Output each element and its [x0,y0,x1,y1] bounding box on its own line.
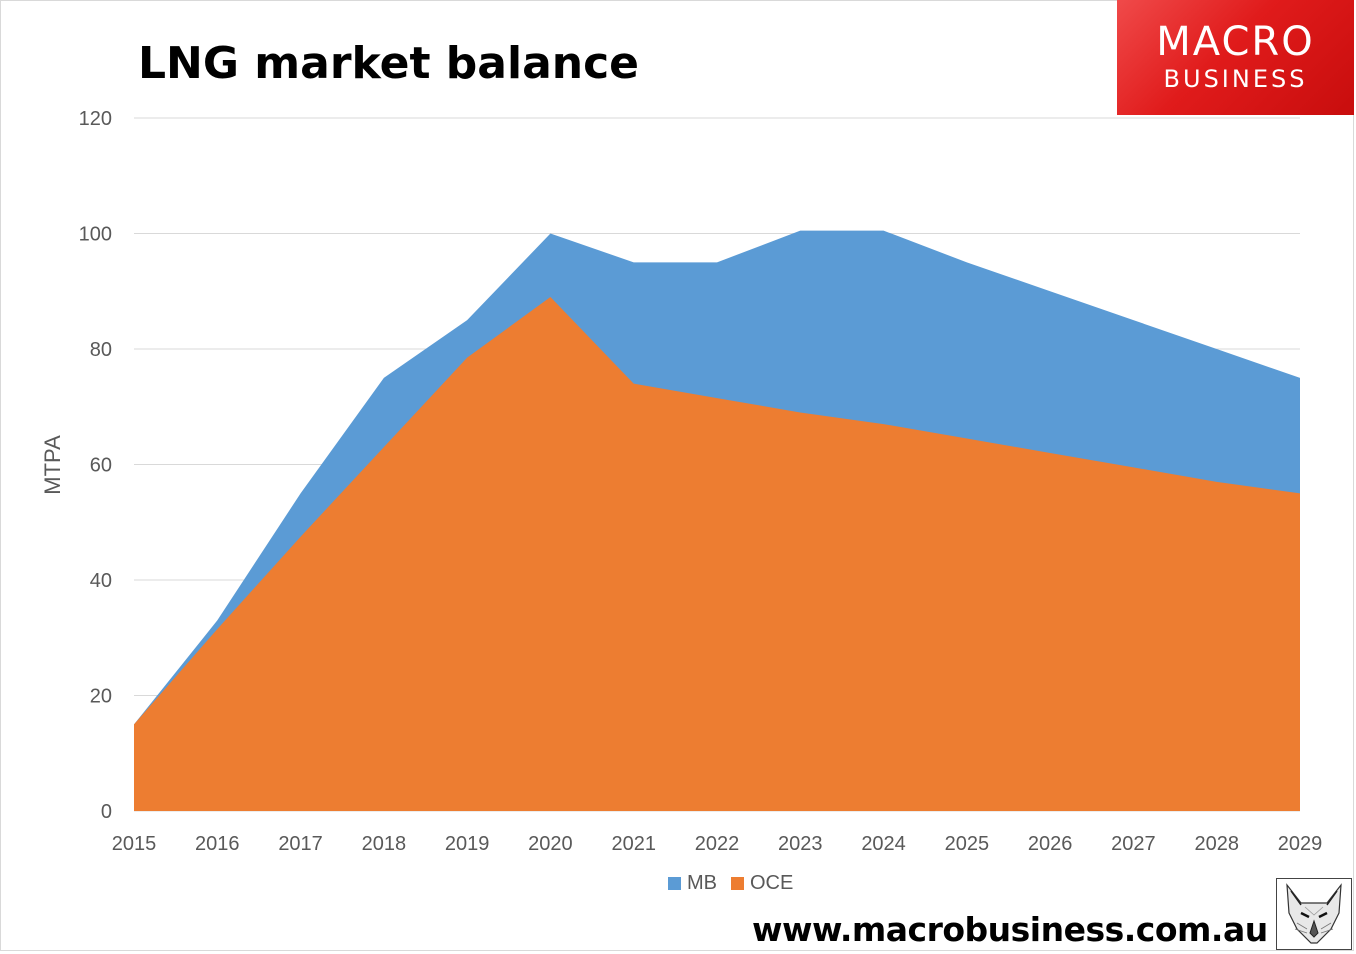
x-tick-label: 2024 [861,833,906,855]
legend-swatch-oce [731,877,744,890]
logo-line-2: BUSINESS [1163,65,1308,93]
legend-label-mb: MB [687,872,717,894]
x-tick-label: 2016 [195,833,240,855]
y-tick-label: 80 [90,339,112,361]
legend-item-oce: OCE [731,872,793,895]
x-tick-label: 2028 [1194,833,1239,855]
x-tick-label: 2018 [362,833,407,855]
x-tick-label: 2029 [1278,833,1323,855]
x-tick-label: 2019 [445,833,490,855]
legend-label-oce: OCE [750,872,794,894]
x-tick-label: 2027 [1111,833,1156,855]
legend-item-mb: MB [668,872,717,895]
website-url: www.macrobusiness.com.au [752,910,1268,949]
y-tick-label: 20 [90,686,112,708]
chart-title: LNG market balance [138,38,640,89]
y-tick-label: 0 [101,801,112,823]
y-tick-label: 60 [90,455,112,477]
fox-logo [1276,878,1352,950]
x-axis-ticks: 2015 2016 2017 2018 2019 2020 2021 2022 2023 2024… [112,833,1323,855]
y-tick-label: 100 [79,224,112,246]
y-axis-label: MTPA [40,435,65,495]
logo-line-1: MACRO [1156,19,1315,65]
x-tick-label: 2020 [528,833,573,855]
area-series-oce [134,297,1300,811]
x-tick-label: 2021 [611,833,656,855]
x-tick-label: 2022 [695,833,740,855]
macrobusiness-logo: MACRO BUSINESS [1117,0,1354,115]
y-tick-label: 40 [90,570,112,592]
x-tick-label: 2023 [778,833,823,855]
series-areas [134,230,1300,812]
x-tick-label: 2015 [112,833,157,855]
x-tick-label: 2026 [1028,833,1073,855]
y-tick-label: 120 [79,108,112,130]
fox-icon [1286,883,1342,944]
legend-swatch-mb [668,877,681,890]
x-tick-label: 2025 [945,833,990,855]
legend: MB OCE [668,872,807,895]
y-axis-ticks: 0 20 40 60 80 100 120 [79,108,112,823]
x-tick-label: 2017 [278,833,323,855]
